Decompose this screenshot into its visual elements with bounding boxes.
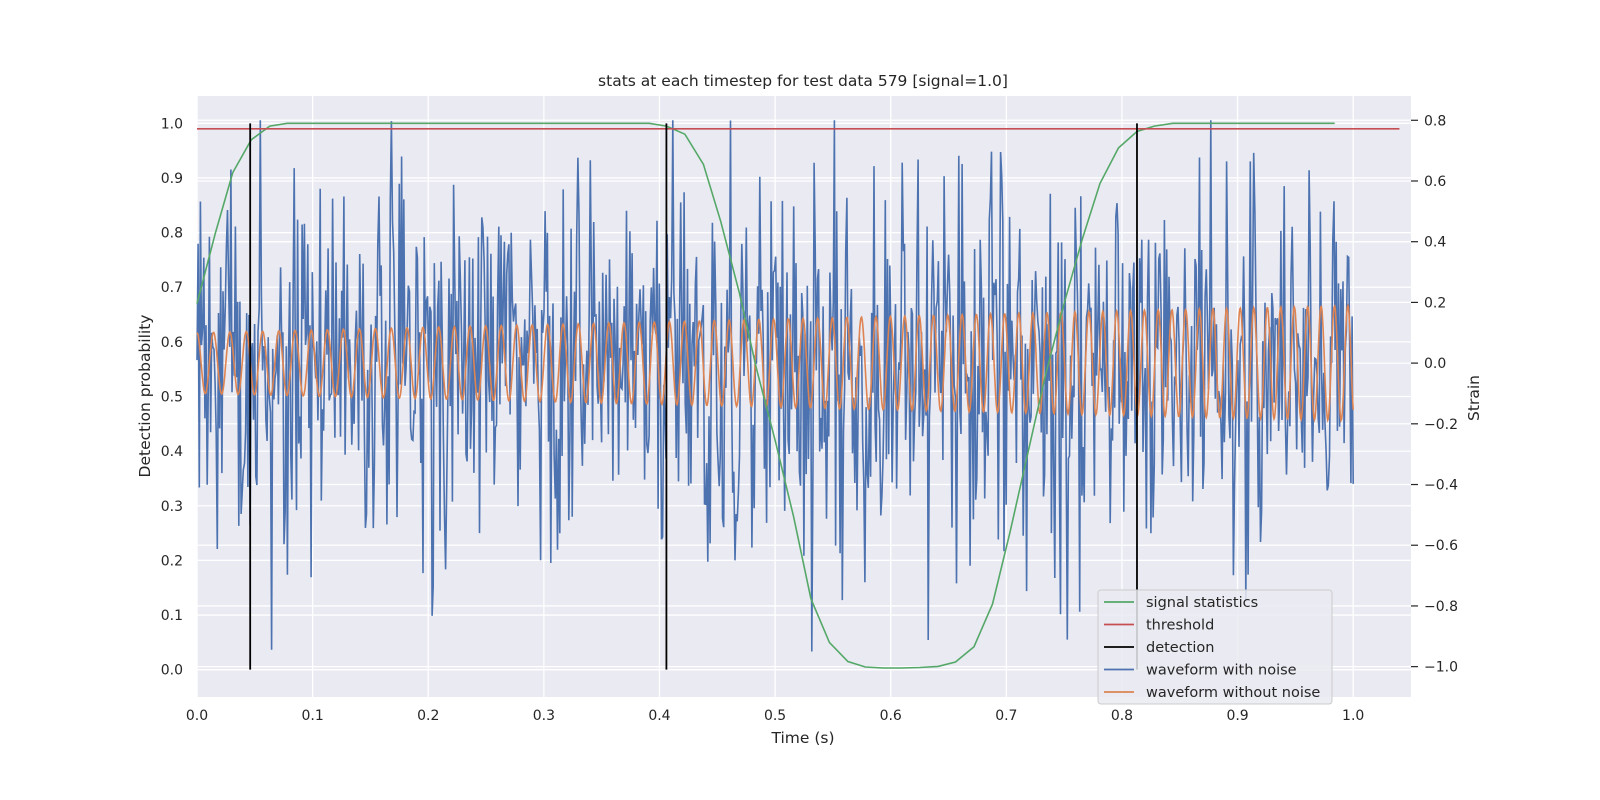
x-tick-label: 0.0 (186, 708, 208, 724)
x-tick-label: 0.6 (880, 708, 902, 724)
y-left-tick-label: 0.7 (161, 280, 183, 296)
y-axis-right-label: Strain (1465, 375, 1483, 421)
y-left-tick-label: 0.8 (161, 226, 183, 242)
series-waveform-without-noise (196, 303, 1354, 424)
chart-title: stats at each timestep for test data 579… (598, 72, 1008, 90)
x-tick-label: 0.8 (1111, 708, 1133, 724)
y-left-tick-label: 0.2 (161, 553, 183, 569)
x-tick-label: 1.0 (1342, 708, 1364, 724)
x-tick-label: 0.4 (648, 708, 670, 724)
legend-entry: signal statistics (1146, 595, 1258, 611)
x-tick-label: 0.7 (995, 708, 1017, 724)
y-right-tick-label: 0.4 (1424, 235, 1446, 251)
y-right-tick-label: 0.8 (1424, 113, 1446, 129)
y-left-tick-label: 0.0 (161, 663, 183, 679)
legend-entry: threshold (1146, 618, 1214, 634)
legend-entry: detection (1146, 640, 1214, 656)
legend-box (1097, 589, 1333, 705)
y-axis-right: −1.0 −0.8 −0.6 −0.4 −0.2 0.0 0.2 0.4 0.6 0.8 (1411, 113, 1458, 676)
y-right-tick-label: −0.8 (1424, 599, 1458, 615)
series-detection (249, 123, 1138, 670)
legend: signal statistics threshold detection wavef… (1097, 589, 1333, 705)
y-left-tick-label: 0.9 (161, 171, 183, 187)
y-left-tick-label: 0.3 (161, 499, 183, 515)
legend-entry: waveform without noise (1146, 685, 1320, 701)
x-tick-label: 0.9 (1226, 708, 1248, 724)
y-left-tick-label: 0.6 (161, 335, 183, 351)
legend-entry: waveform with noise (1146, 663, 1297, 679)
x-tick-label: 0.5 (764, 708, 786, 724)
x-tick-label: 0.2 (417, 708, 439, 724)
y-right-tick-label: 0.6 (1424, 174, 1446, 190)
x-tick-label: 0.3 (533, 708, 555, 724)
y-right-tick-label: −0.6 (1424, 538, 1458, 554)
y-axis-left: 0.0 0.1 0.2 0.3 0.4 0.5 0.6 0.7 0.8 0.9 1.0 (161, 116, 183, 678)
y-right-tick-label: 0.2 (1424, 295, 1446, 311)
y-axis-left-label: Detection probability (136, 315, 154, 478)
y-left-tick-label: 0.4 (161, 444, 183, 460)
y-right-tick-label: 0.0 (1424, 356, 1446, 372)
y-right-tick-label: −1.0 (1424, 660, 1458, 676)
x-axis-label: Time (s) (770, 729, 834, 747)
y-right-tick-label: −0.4 (1424, 478, 1458, 494)
series-signal-statistics (196, 122, 1335, 669)
y-right-tick-label: −0.2 (1424, 417, 1458, 433)
series-layer (196, 120, 1400, 670)
y-left-tick-label: 0.1 (161, 608, 183, 624)
x-axis: 0.0 0.1 0.2 0.3 0.4 0.5 0.6 0.7 0.8 0.9 1.0 (186, 708, 1364, 724)
y-left-tick-label: 0.5 (161, 390, 183, 406)
x-tick-label: 0.1 (301, 708, 323, 724)
y-left-tick-label: 1.0 (161, 116, 183, 132)
